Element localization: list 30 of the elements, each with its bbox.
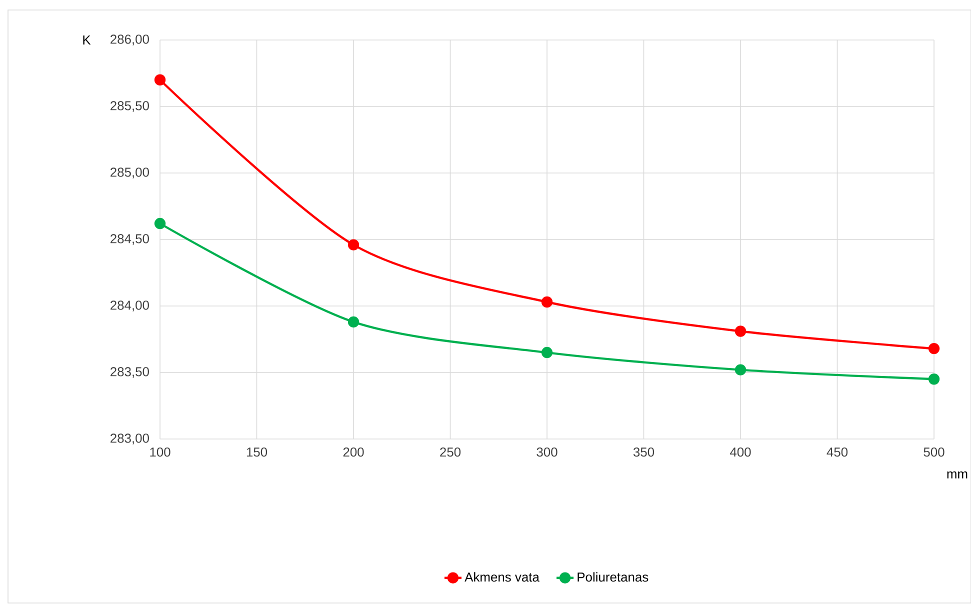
- legend-label: Akmens vata: [464, 572, 540, 582]
- y-axis-title: K: [83, 36, 91, 44]
- x-tick-label: 100: [150, 448, 170, 457]
- point: [928, 374, 940, 385]
- point: [154, 74, 166, 86]
- point: [734, 326, 746, 337]
- x-tick-label: 500: [924, 448, 944, 457]
- y-tick-label: 285,50: [110, 101, 149, 112]
- y-tick-label: 286,00: [110, 34, 149, 46]
- x-tick-label: 250: [440, 448, 461, 457]
- y-tick-label: 284,00: [110, 300, 149, 312]
- point: [541, 296, 553, 308]
- x-tick-label: 300: [536, 448, 558, 457]
- point: [541, 346, 553, 358]
- point: [928, 342, 940, 354]
- point: [734, 364, 746, 376]
- y-tick-label: 284,50: [110, 234, 149, 245]
- point: [348, 239, 360, 250]
- y-tick-label: 285,00: [110, 168, 149, 178]
- x-tick-label: 200: [343, 448, 364, 457]
- y-tick-label: 283,50: [110, 367, 149, 378]
- point: [348, 316, 360, 328]
- x-tick-label: 450: [826, 448, 848, 457]
- x-tick-label: 150: [246, 448, 268, 457]
- y-tick-label: 283,00: [110, 434, 149, 444]
- x-axis-title: mm: [947, 471, 968, 478]
- legend-label: Poliuretanas: [578, 572, 648, 582]
- x-tick-label: 350: [633, 448, 654, 457]
- point: [154, 218, 166, 230]
- x-tick-label: 400: [730, 448, 751, 457]
